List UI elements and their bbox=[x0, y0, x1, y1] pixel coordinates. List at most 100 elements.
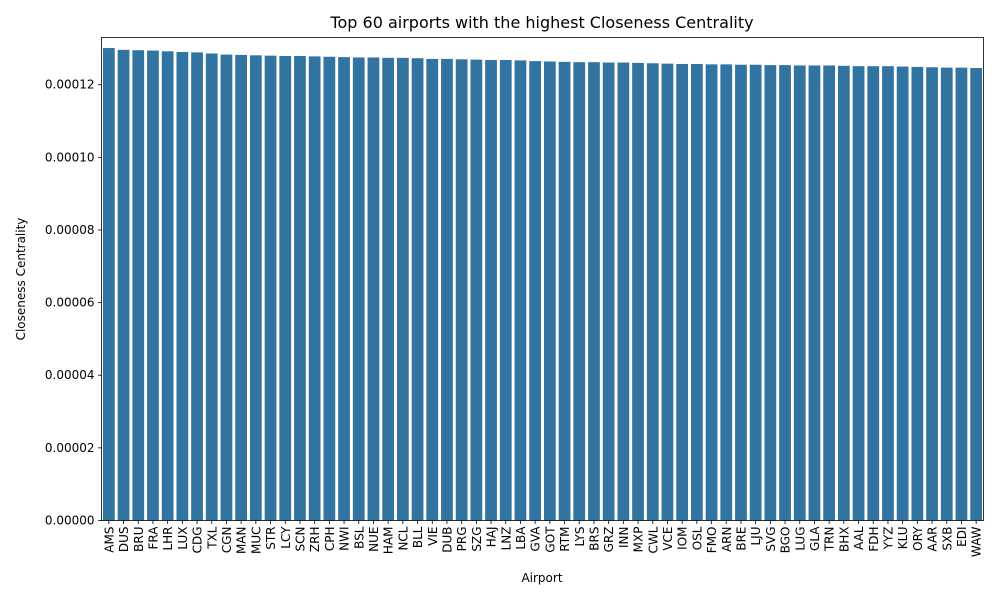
bar-edi bbox=[955, 67, 968, 521]
y-tick-label: 0.00004 bbox=[45, 368, 95, 382]
bar-nwi bbox=[338, 57, 350, 521]
bar-ncl bbox=[396, 57, 409, 521]
x-tick-label: BHX bbox=[837, 527, 851, 552]
bar-cdg bbox=[191, 52, 203, 521]
x-tick-label: LYS bbox=[573, 527, 587, 547]
bar-cgn bbox=[220, 54, 233, 521]
bar-zrh bbox=[308, 56, 321, 521]
bar-cwl bbox=[646, 63, 659, 521]
bar-bhx bbox=[837, 65, 850, 521]
bar-txl bbox=[205, 53, 218, 521]
x-tick-label: MXP bbox=[632, 527, 646, 553]
bar-gva bbox=[529, 61, 542, 521]
x-tick-label: LCY bbox=[279, 526, 293, 549]
bar-yyz bbox=[882, 66, 894, 521]
bar-ory bbox=[911, 66, 924, 521]
bar-lnz bbox=[499, 60, 512, 521]
x-tick-label: ORY bbox=[911, 526, 925, 551]
bar-lug bbox=[793, 65, 806, 521]
x-tick-label: PRG bbox=[455, 527, 469, 552]
x-tick-label: BSL bbox=[352, 526, 366, 549]
x-tick-label: MAN bbox=[235, 527, 249, 555]
x-tick-label: HAJ bbox=[485, 527, 499, 548]
x-tick-label: GVA bbox=[529, 526, 543, 552]
x-tick-label: HAM bbox=[382, 527, 396, 555]
bars-group bbox=[102, 48, 983, 521]
x-tick-label: FDH bbox=[867, 527, 881, 552]
y-axis-ticks: 0.00000 0.00002 0.00004 0.00006 0.00008 0.000… bbox=[45, 78, 102, 528]
bar-dub bbox=[441, 58, 453, 521]
bar-svg bbox=[764, 65, 777, 521]
x-tick-label: VCE bbox=[661, 527, 675, 551]
y-tick-label: 0.00000 bbox=[45, 514, 95, 528]
x-tick-label: SZG bbox=[470, 527, 484, 552]
bar-bll bbox=[411, 58, 424, 521]
x-tick-label: NUE bbox=[367, 527, 381, 552]
x-tick-label: STR bbox=[264, 527, 278, 550]
x-tick-label: BRE bbox=[734, 527, 748, 551]
bar-got bbox=[543, 61, 556, 521]
x-tick-label: FRA bbox=[146, 526, 160, 550]
x-tick-label: YYZ bbox=[881, 527, 895, 551]
x-tick-label: AAR bbox=[926, 527, 940, 552]
bar-fra bbox=[147, 50, 159, 521]
bar-lys bbox=[573, 62, 586, 521]
bar-klu bbox=[896, 66, 909, 521]
y-tick-label: 0.00012 bbox=[45, 78, 95, 92]
x-tick-label: LNZ bbox=[499, 527, 513, 551]
x-tick-label: VIE bbox=[426, 527, 440, 546]
bar-scn bbox=[294, 56, 306, 521]
bar-nue bbox=[367, 57, 380, 521]
bar-szg bbox=[470, 59, 483, 521]
bar-aal bbox=[852, 66, 865, 521]
x-tick-label: BRU bbox=[132, 527, 146, 552]
bar-aar bbox=[926, 67, 938, 521]
x-tick-label: GRZ bbox=[602, 527, 616, 553]
x-tick-label: EDI bbox=[955, 527, 969, 547]
bar-prg bbox=[455, 59, 468, 521]
x-tick-label: CPH bbox=[323, 527, 337, 552]
bar-brs bbox=[588, 62, 600, 521]
bar-bgo bbox=[779, 65, 791, 521]
y-tick-label: 0.00010 bbox=[45, 150, 95, 164]
x-tick-label: AAL bbox=[852, 526, 866, 550]
bar-man bbox=[235, 54, 248, 521]
x-tick-label: LUX bbox=[176, 527, 190, 550]
x-tick-label: TRN bbox=[823, 527, 837, 553]
x-tick-label: ZRH bbox=[308, 527, 322, 553]
bar-waw bbox=[970, 68, 983, 521]
bar-bre bbox=[735, 64, 747, 521]
bar-vce bbox=[661, 63, 674, 521]
x-axis-label: Airport bbox=[521, 571, 562, 585]
bar-str bbox=[264, 55, 277, 521]
x-tick-label: ARN bbox=[720, 527, 734, 553]
bar-lhr bbox=[161, 51, 174, 521]
x-tick-label: RTM bbox=[558, 527, 572, 552]
x-tick-label: GLA bbox=[808, 526, 822, 551]
x-tick-label: BGO bbox=[779, 527, 793, 554]
bar-osl bbox=[690, 64, 703, 521]
bar-dus bbox=[117, 49, 130, 521]
bar-lux bbox=[176, 52, 189, 521]
x-tick-label: IOM bbox=[676, 527, 690, 550]
y-tick-label: 0.00002 bbox=[45, 441, 95, 455]
bar-lba bbox=[514, 60, 527, 521]
x-tick-label: WAW bbox=[970, 526, 984, 557]
bar-haj bbox=[485, 60, 497, 521]
x-tick-label: TXL bbox=[205, 526, 219, 550]
x-tick-label: CWL bbox=[646, 526, 660, 553]
bar-arn bbox=[720, 64, 733, 521]
x-tick-label: FMO bbox=[705, 527, 719, 554]
x-tick-label: SVG bbox=[764, 527, 778, 552]
bar-fdh bbox=[867, 66, 880, 521]
bar-fmo bbox=[705, 64, 718, 521]
bar-bru bbox=[132, 50, 145, 521]
x-tick-label: BLL bbox=[411, 526, 425, 548]
y-tick-label: 0.00006 bbox=[45, 296, 95, 310]
x-tick-label: NCL bbox=[396, 526, 410, 550]
chart-title: Top 60 airports with the highest Closene… bbox=[329, 13, 753, 32]
bar-gla bbox=[808, 65, 821, 521]
x-tick-label: LBA bbox=[514, 526, 528, 550]
x-axis-ticks: AMS DUS BRU FRA LHR LUX CDG TXL CGN MAN MUC STR LCY S… bbox=[102, 520, 984, 557]
